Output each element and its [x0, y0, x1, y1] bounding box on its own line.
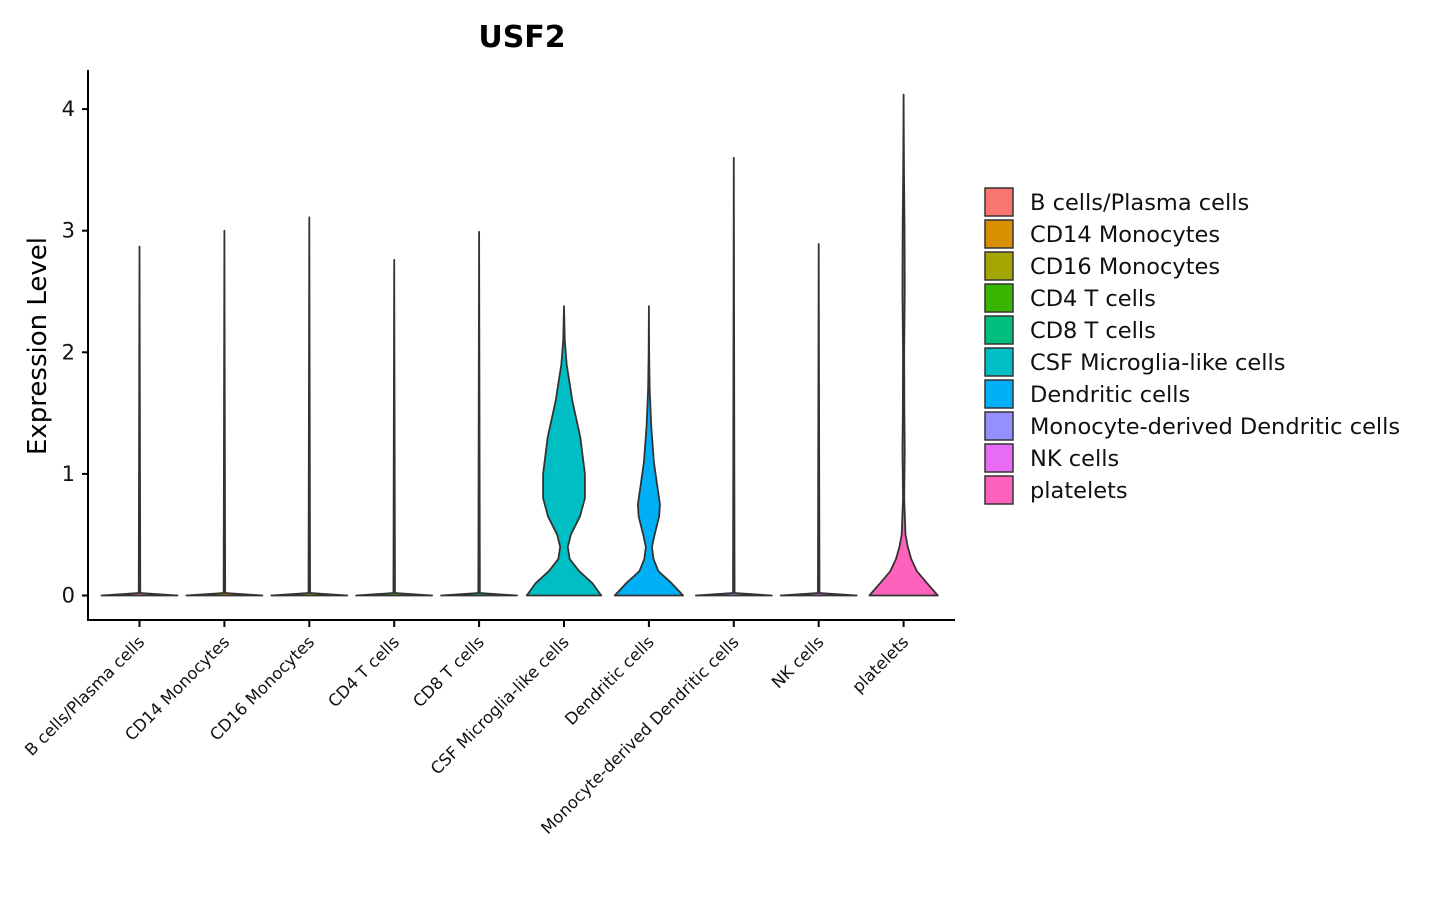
legend-swatch: [984, 411, 1014, 441]
violin-7: [694, 156, 773, 597]
violin-1: [185, 229, 264, 597]
violin-2: [270, 216, 349, 597]
y-axis-ticks: 0 1 2 3 4: [62, 97, 88, 608]
legend-label: CD14 Monocytes: [1030, 222, 1220, 248]
violin-6: [613, 305, 684, 597]
violin-5: [525, 305, 603, 597]
violin-9: [868, 93, 939, 597]
y-tick-label: 3: [62, 219, 75, 243]
legend-swatch: [984, 347, 1014, 377]
legend-label: CD16 Monocytes: [1030, 254, 1220, 280]
legend-swatch: [984, 475, 1014, 505]
y-tick-label: 2: [62, 340, 75, 364]
legend-swatch: [984, 315, 1014, 345]
x-tick-label: platelets: [848, 632, 912, 696]
legend-label: platelets: [1030, 478, 1128, 504]
legend-label: B cells/Plasma cells: [1030, 190, 1249, 216]
violin-0: [100, 245, 179, 597]
x-tick-label: NK cells: [768, 632, 828, 692]
legend-label: NK cells: [1030, 446, 1119, 472]
violin-8: [779, 243, 858, 597]
violin-layer: [100, 93, 939, 597]
legend: B cells/Plasma cells CD14 Monocytes CD16 M…: [984, 187, 1400, 505]
violin-3: [355, 258, 434, 597]
y-tick-label: 0: [62, 584, 75, 608]
legend-swatch: [984, 443, 1014, 473]
legend-swatch: [984, 219, 1014, 249]
x-tick-label: B cells/Plasma cells: [21, 632, 148, 759]
legend-label: CD4 T cells: [1030, 286, 1156, 312]
x-tick-label: Dendritic cells: [561, 632, 658, 729]
legend-swatch: [984, 251, 1014, 281]
legend-label: CSF Microglia-like cells: [1030, 350, 1286, 376]
legend-swatch: [984, 379, 1014, 409]
x-tick-label: CSF Microglia-like cells: [427, 632, 573, 778]
legend-label: Dendritic cells: [1030, 382, 1190, 408]
violin-4: [440, 231, 518, 597]
legend-label: CD8 T cells: [1030, 318, 1156, 344]
chart-title: USF2: [478, 20, 565, 55]
y-tick-label: 4: [62, 97, 75, 121]
x-tick-label: CD4 T cells: [324, 632, 403, 711]
x-tick-label: CD8 T cells: [409, 632, 488, 711]
y-tick-label: 1: [62, 462, 75, 486]
legend-label: Monocyte-derived Dendritic cells: [1030, 414, 1400, 440]
y-axis-title: Expression Level: [23, 237, 53, 455]
legend-swatch: [984, 283, 1014, 313]
legend-swatch: [984, 187, 1014, 217]
